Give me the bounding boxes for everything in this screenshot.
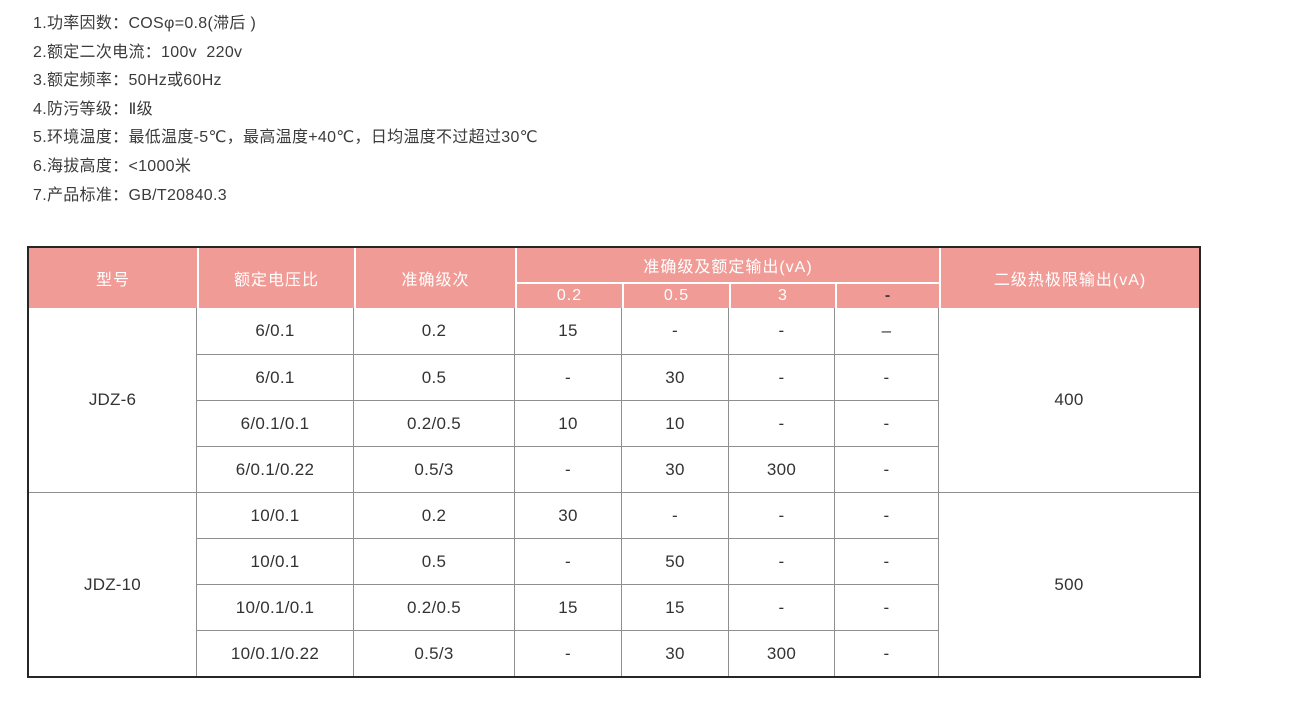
- table-row: 6/0.1/0.1 0.2/0.5 10 10 - -: [29, 400, 1199, 446]
- output-3-cell: 300: [729, 630, 835, 676]
- note-ambient-temperature: 5.环境温度：最低温度-5℃，最高温度+40℃，日均温度不过超过30℃: [33, 129, 538, 147]
- table-row: 10/0.1/0.1 0.2/0.5 15 15 - -: [29, 584, 1199, 630]
- output-3-cell: 300: [729, 446, 835, 492]
- output-3-cell: -: [729, 354, 835, 400]
- model-cell-jdz6: JDZ-6: [29, 308, 197, 492]
- table-row: 10/0.1/0.22 0.5/3 - 30 300 -: [29, 630, 1199, 676]
- note-altitude: 6.海拔高度：<1000米: [33, 157, 192, 175]
- notes-list: 1.功率因数：COSφ=0.8(滞后 ) 2.额定二次电流：100v 220v …: [33, 10, 538, 210]
- output-0-2-cell: -: [515, 630, 622, 676]
- output-3-cell: -: [729, 400, 835, 446]
- accuracy-class-cell: 0.2: [354, 308, 515, 354]
- voltage-ratio-cell: 6/0.1: [197, 354, 354, 400]
- table-row: 10/0.1 0.5 - 50 - -: [29, 538, 1199, 584]
- accuracy-class-cell: 0.2: [354, 492, 515, 538]
- output-0-2-cell: -: [515, 538, 622, 584]
- note-rated-frequency: 3.额定频率：50Hz或60Hz: [33, 72, 222, 90]
- voltage-ratio-cell: 10/0.1/0.1: [197, 584, 354, 630]
- accuracy-class-cell: 0.5: [354, 538, 515, 584]
- output-3-cell: -: [729, 492, 835, 538]
- table-row: JDZ-10 10/0.1 0.2 30 - - - 500: [29, 492, 1200, 676]
- note-product-standard: 7.产品标准：GB/T20840.3: [33, 186, 227, 204]
- voltage-ratio-cell: 6/0.1/0.1: [197, 400, 354, 446]
- column-header-output-group: 准确级及额定输出(vA): [515, 248, 940, 282]
- table-row: 6/0.1/0.22 0.5/3 - 30 300 -: [29, 446, 1199, 492]
- subcolumn-header-0-5: 0.5: [622, 282, 729, 308]
- output-dash-cell: -: [835, 492, 940, 538]
- thermal-limit-cell-jdz10: 500: [939, 492, 1200, 676]
- accuracy-class-cell: 0.5/3: [354, 630, 515, 676]
- voltage-ratio-cell: 10/0.1: [197, 492, 354, 538]
- output-3-cell: -: [729, 584, 835, 630]
- accuracy-class-cell: 0.2/0.5: [354, 400, 515, 446]
- output-0-2-cell: 10: [515, 400, 622, 446]
- output-dash-cell: -: [835, 584, 940, 630]
- table-row: JDZ-6 6/0.1 0.2 15 - - – 400: [29, 308, 1200, 492]
- note-secondary-current: 2.额定二次电流：100v 220v: [33, 43, 243, 61]
- output-0-2-cell: 15: [515, 584, 622, 630]
- output-0-5-cell: 15: [622, 584, 729, 630]
- output-0-5-cell: 30: [622, 354, 729, 400]
- output-dash-cell: -: [835, 354, 940, 400]
- output-0-5-cell: 30: [622, 446, 729, 492]
- column-header-accuracy-class: 准确级次: [354, 248, 515, 308]
- column-header-thermal-limit: 二级热极限输出(vA): [939, 248, 1200, 308]
- voltage-ratio-cell: 10/0.1: [197, 538, 354, 584]
- thermal-limit-cell-jdz6: 400: [939, 308, 1200, 492]
- output-3-cell: -: [729, 538, 835, 584]
- output-0-2-cell: 15: [515, 308, 622, 354]
- output-dash-cell: –: [835, 308, 940, 354]
- subcolumn-header-0-2: 0.2: [515, 282, 622, 308]
- output-0-2-cell: -: [515, 446, 622, 492]
- output-0-5-cell: -: [622, 308, 729, 354]
- output-dash-cell: -: [835, 538, 940, 584]
- accuracy-class-cell: 0.5: [354, 354, 515, 400]
- output-3-cell: -: [729, 308, 835, 354]
- output-dash-cell: -: [835, 446, 940, 492]
- output-0-5-cell: -: [622, 492, 729, 538]
- column-header-model: 型号: [29, 248, 197, 308]
- note-power-factor: 1.功率因数：COSφ=0.8(滞后 ): [33, 15, 257, 32]
- spec-table: 型号 额定电压比 准确级次 准确级及额定输出(vA) 二级热极限输出(vA) 0…: [27, 246, 1202, 678]
- accuracy-class-cell: 0.5/3: [354, 446, 515, 492]
- table-row: 6/0.1 0.5 - 30 - -: [29, 354, 1199, 400]
- voltage-ratio-cell: 10/0.1/0.22: [197, 630, 354, 676]
- voltage-ratio-cell: 6/0.1: [197, 308, 354, 354]
- column-header-voltage-ratio: 额定电压比: [197, 248, 354, 308]
- output-dash-cell: -: [835, 400, 940, 446]
- output-0-5-cell: 30: [622, 630, 729, 676]
- output-dash-cell: -: [835, 630, 940, 676]
- output-0-5-cell: 50: [622, 538, 729, 584]
- note-pollution-class: 4.防污等级：Ⅱ级: [33, 100, 153, 118]
- output-0-2-cell: 30: [515, 492, 622, 538]
- table-header: 型号 额定电压比 准确级次 准确级及额定输出(vA) 二级热极限输出(vA) 0…: [29, 248, 1200, 308]
- model-cell-jdz10: JDZ-10: [29, 492, 197, 676]
- table-body: JDZ-6 6/0.1 0.2 15 - - – 400 6/0.1 0.5 -…: [29, 308, 1200, 676]
- accuracy-class-cell: 0.2/0.5: [354, 584, 515, 630]
- subcolumn-header-3: 3: [729, 282, 835, 308]
- subcolumn-header-dash: -: [835, 282, 940, 308]
- voltage-ratio-cell: 6/0.1/0.22: [197, 446, 354, 492]
- output-0-2-cell: -: [515, 354, 622, 400]
- output-0-5-cell: 10: [622, 400, 729, 446]
